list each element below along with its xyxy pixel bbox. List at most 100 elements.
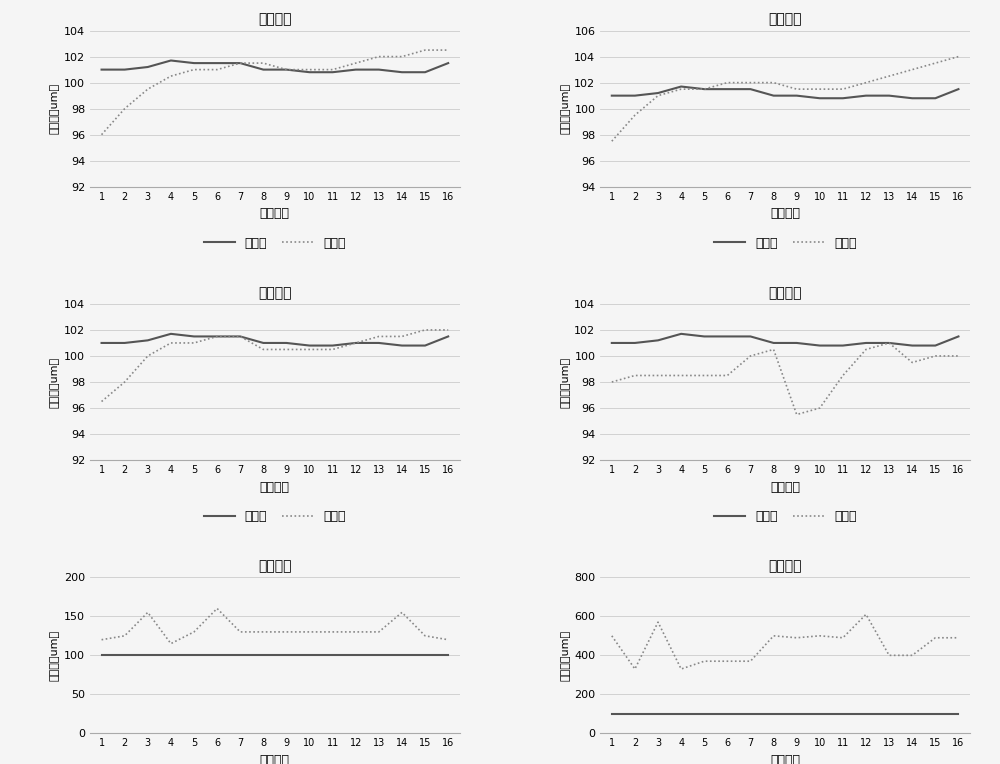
标准値 [744,709,756,718]
测量値 [652,91,664,100]
测量値 [257,59,269,68]
Line: 标准値: 标准値 [102,334,448,345]
测量値 [142,351,154,361]
Legend: 标准値, 测量値: 标准値, 测量値 [714,237,856,250]
Line: 标准値: 标准値 [102,60,448,73]
标准値 [883,91,895,100]
标准値 [906,94,918,103]
标准値 [257,338,269,348]
测量値 [721,371,733,380]
测量値 [952,351,964,361]
Title: 三阶拟合: 三阶拟合 [258,286,292,300]
测量値 [327,627,339,636]
测量値 [188,65,200,74]
测量値 [350,627,362,636]
标准値 [234,332,246,341]
标准値 [860,709,872,718]
测量値 [188,627,200,636]
标准値 [606,91,618,100]
测量値 [304,627,316,636]
测量値 [698,85,710,94]
X-axis label: 元件编号: 元件编号 [260,481,290,494]
标准値 [791,338,803,348]
标准値 [721,709,733,718]
标准値 [188,59,200,68]
标准値 [837,341,849,350]
标准値 [396,341,408,350]
标准値 [96,65,108,74]
标准値 [142,651,154,660]
测量値 [791,633,803,643]
标准値 [442,332,454,341]
测量値 [629,665,641,674]
标准値 [929,94,941,103]
标准値 [652,709,664,718]
测量値 [675,665,687,674]
标准値 [675,82,687,91]
X-axis label: 元件编号: 元件编号 [770,207,800,220]
标准値 [396,68,408,77]
测量値 [860,345,872,354]
测量値 [165,639,177,648]
标准値 [837,94,849,103]
标准値 [211,651,223,660]
测量値 [929,633,941,643]
测量値 [744,78,756,87]
标准値 [211,332,223,341]
标准値 [234,651,246,660]
测量値 [768,78,780,87]
标准値 [814,94,826,103]
Y-axis label: 高度値（um）: 高度値（um） [50,630,60,681]
标准値 [119,338,131,348]
测量値 [442,635,454,644]
测量値 [396,52,408,61]
标准値 [929,709,941,718]
测量値 [327,65,339,74]
测量値 [860,78,872,87]
标准値 [860,91,872,100]
测量値 [373,52,385,61]
测量値 [257,627,269,636]
标准値 [188,332,200,341]
标准値 [211,59,223,68]
标准値 [350,65,362,74]
测量値 [119,104,131,113]
Title: 一阶拟合: 一阶拟合 [258,13,292,27]
标准値 [327,68,339,77]
Legend: 标准値, 测量値: 标准値, 测量値 [204,510,346,523]
测量値 [721,78,733,87]
标准値 [721,85,733,94]
Line: 测量値: 测量値 [612,343,958,415]
测量値 [952,633,964,643]
标准値 [96,338,108,348]
测量値 [119,631,131,640]
测量値 [768,345,780,354]
测量値 [929,351,941,361]
标准値 [629,91,641,100]
测量値 [883,72,895,81]
标准値 [280,651,292,660]
测量値 [814,403,826,413]
标准値 [698,85,710,94]
标准値 [327,651,339,660]
测量値 [396,332,408,341]
标准値 [373,651,385,660]
标准値 [165,651,177,660]
标准値 [652,335,664,345]
测量値 [234,627,246,636]
Title: 四阶拟合: 四阶拟合 [768,286,802,300]
测量値 [165,338,177,348]
标准値 [744,332,756,341]
Title: 六阶拟合: 六阶拟合 [768,559,802,573]
标准値 [652,89,664,98]
标准値 [814,709,826,718]
标准値 [257,651,269,660]
测量値 [606,137,618,146]
测量値 [350,338,362,348]
测量値 [419,631,431,640]
测量値 [814,631,826,640]
测量値 [304,65,316,74]
测量値 [350,59,362,68]
Line: 测量値: 测量値 [102,330,448,402]
标准値 [606,709,618,718]
